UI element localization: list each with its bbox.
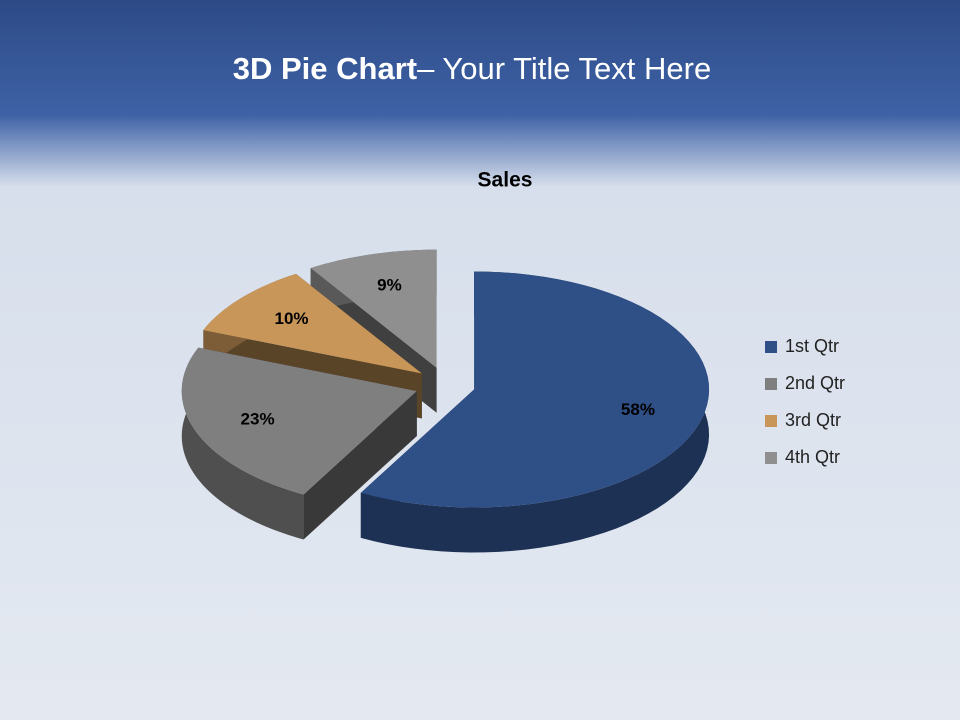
slice-top <box>310 249 437 368</box>
data-label: 10% <box>274 309 308 328</box>
legend-label: 2nd Qtr <box>785 373 845 393</box>
slice <box>360 271 710 553</box>
pie: 9% 10% 58% 23% <box>181 249 710 553</box>
data-label: 9% <box>377 276 402 295</box>
data-label: 23% <box>241 409 275 428</box>
slice-side <box>181 347 304 540</box>
slice-top <box>203 273 422 374</box>
slice-top <box>360 271 710 508</box>
legend-label: 1st Qtr <box>785 336 839 356</box>
chart-title: Sales <box>478 169 533 192</box>
title-bold: 3D Pie Chart <box>233 51 417 86</box>
slice <box>181 347 417 540</box>
legend: 1st Qtr 2nd Qtr 3rd Qtr 4th Qtr <box>765 336 845 467</box>
slice-top <box>181 347 417 495</box>
legend-swatch <box>765 415 777 427</box>
data-label: 58% <box>621 400 655 419</box>
slide-title: 3D Pie Chart– Your Title Text Here <box>233 51 711 86</box>
title-rest: – Your Title Text Here <box>417 51 711 86</box>
legend-label: 3rd Qtr <box>785 410 841 430</box>
legend-swatch <box>765 378 777 390</box>
legend-swatch <box>765 341 777 353</box>
legend-swatch <box>765 452 777 464</box>
legend-label: 4th Qtr <box>785 447 840 467</box>
